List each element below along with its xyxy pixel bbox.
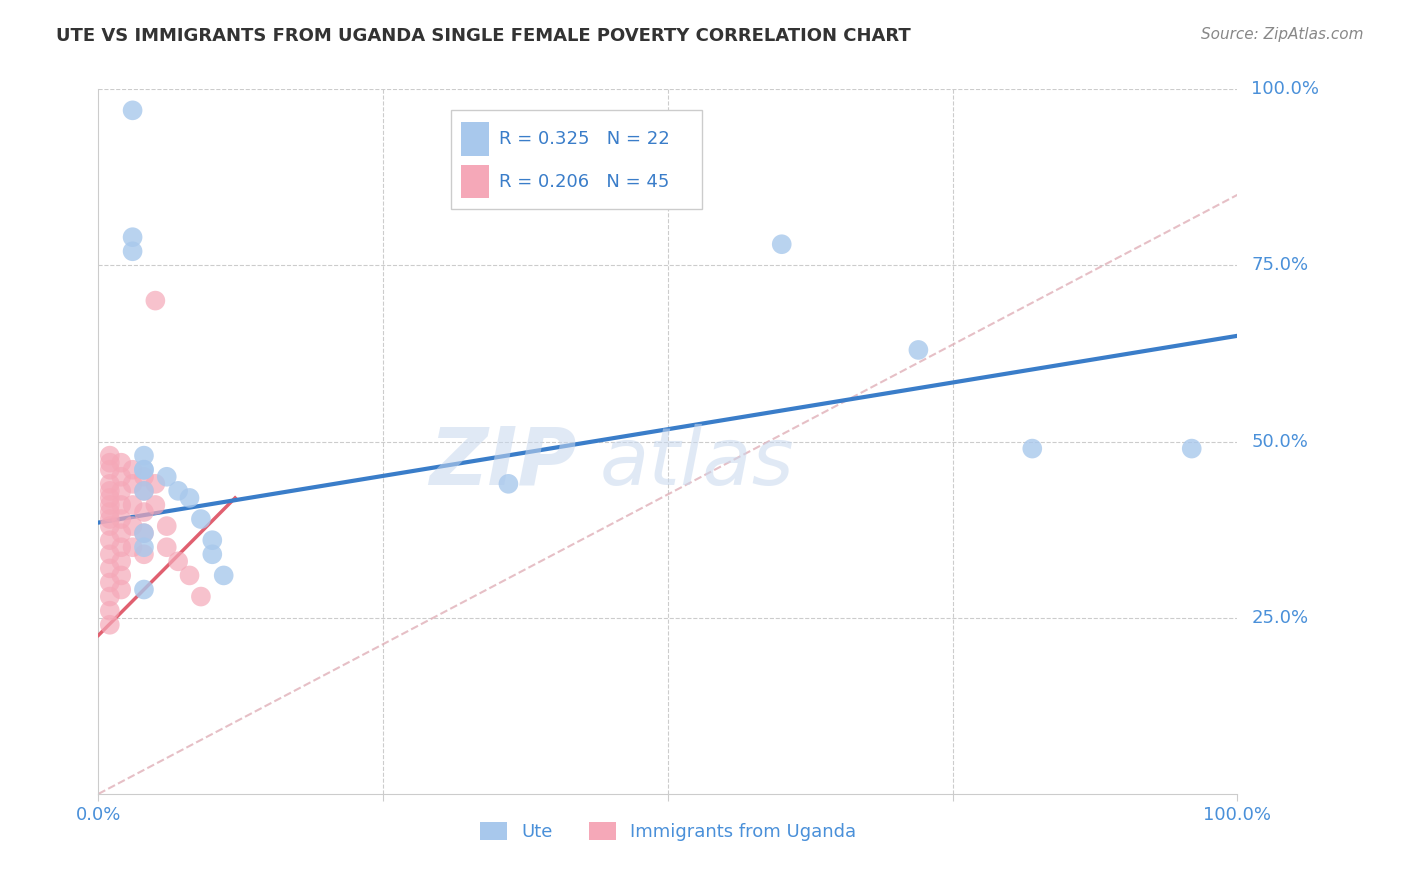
Text: R = 0.325   N = 22: R = 0.325 N = 22 bbox=[499, 130, 671, 148]
Point bbox=[110, 582, 132, 597]
Point bbox=[110, 526, 132, 541]
Text: UTE VS IMMIGRANTS FROM UGANDA SINGLE FEMALE POVERTY CORRELATION CHART: UTE VS IMMIGRANTS FROM UGANDA SINGLE FEM… bbox=[56, 27, 911, 45]
Point bbox=[98, 483, 121, 498]
Point bbox=[121, 463, 143, 477]
Point bbox=[179, 491, 201, 505]
Point bbox=[132, 483, 155, 498]
Point bbox=[98, 533, 121, 548]
Point bbox=[121, 519, 143, 533]
Point bbox=[212, 568, 235, 582]
Point bbox=[907, 343, 929, 357]
Text: 100.0%: 100.0% bbox=[1251, 80, 1319, 98]
Point bbox=[156, 519, 179, 533]
Point bbox=[98, 505, 121, 519]
Point bbox=[110, 568, 132, 582]
Point bbox=[110, 554, 132, 568]
FancyBboxPatch shape bbox=[451, 111, 702, 209]
Point bbox=[190, 590, 212, 604]
Text: atlas: atlas bbox=[599, 424, 794, 501]
Point bbox=[132, 505, 155, 519]
Point bbox=[110, 483, 132, 498]
Point bbox=[121, 103, 143, 118]
Point bbox=[201, 533, 224, 548]
Point bbox=[98, 617, 121, 632]
Point bbox=[121, 244, 143, 259]
Point bbox=[145, 476, 167, 491]
Text: 75.0%: 75.0% bbox=[1251, 256, 1309, 275]
Point bbox=[98, 449, 121, 463]
Point bbox=[121, 541, 143, 555]
Legend: Ute, Immigrants from Uganda: Ute, Immigrants from Uganda bbox=[472, 814, 863, 848]
Point bbox=[110, 469, 132, 483]
Text: 25.0%: 25.0% bbox=[1251, 608, 1309, 627]
Point bbox=[190, 512, 212, 526]
Point bbox=[132, 463, 155, 477]
Point bbox=[1021, 442, 1043, 456]
Point bbox=[98, 561, 121, 575]
Point bbox=[145, 498, 167, 512]
Point bbox=[110, 541, 132, 555]
Point bbox=[132, 526, 155, 541]
Point bbox=[98, 476, 121, 491]
Point bbox=[132, 547, 155, 561]
Point bbox=[132, 449, 155, 463]
Point bbox=[498, 476, 520, 491]
FancyBboxPatch shape bbox=[461, 165, 489, 198]
Text: Source: ZipAtlas.com: Source: ZipAtlas.com bbox=[1201, 27, 1364, 42]
Point bbox=[156, 541, 179, 555]
Point bbox=[132, 582, 155, 597]
FancyBboxPatch shape bbox=[461, 122, 489, 156]
Point bbox=[132, 463, 155, 477]
Point bbox=[110, 512, 132, 526]
Point bbox=[98, 547, 121, 561]
Point bbox=[98, 512, 121, 526]
Point bbox=[98, 604, 121, 618]
Point bbox=[121, 498, 143, 512]
Text: ZIP: ZIP bbox=[429, 424, 576, 501]
Point bbox=[132, 541, 155, 555]
Point bbox=[110, 498, 132, 512]
Point bbox=[132, 469, 155, 483]
Text: R = 0.206   N = 45: R = 0.206 N = 45 bbox=[499, 172, 669, 191]
Point bbox=[121, 476, 143, 491]
Point bbox=[98, 463, 121, 477]
Point bbox=[98, 575, 121, 590]
Point bbox=[179, 568, 201, 582]
Point bbox=[145, 293, 167, 308]
Point bbox=[770, 237, 793, 252]
Point bbox=[156, 469, 179, 483]
Point bbox=[201, 547, 224, 561]
Point bbox=[98, 491, 121, 505]
Point bbox=[167, 483, 190, 498]
Point bbox=[98, 519, 121, 533]
Point bbox=[98, 456, 121, 470]
Text: 50.0%: 50.0% bbox=[1251, 433, 1308, 450]
Point bbox=[1181, 442, 1204, 456]
Point bbox=[110, 456, 132, 470]
Point bbox=[132, 526, 155, 541]
Point bbox=[121, 230, 143, 244]
Point bbox=[167, 554, 190, 568]
Point bbox=[132, 483, 155, 498]
Point bbox=[98, 498, 121, 512]
Point bbox=[98, 590, 121, 604]
